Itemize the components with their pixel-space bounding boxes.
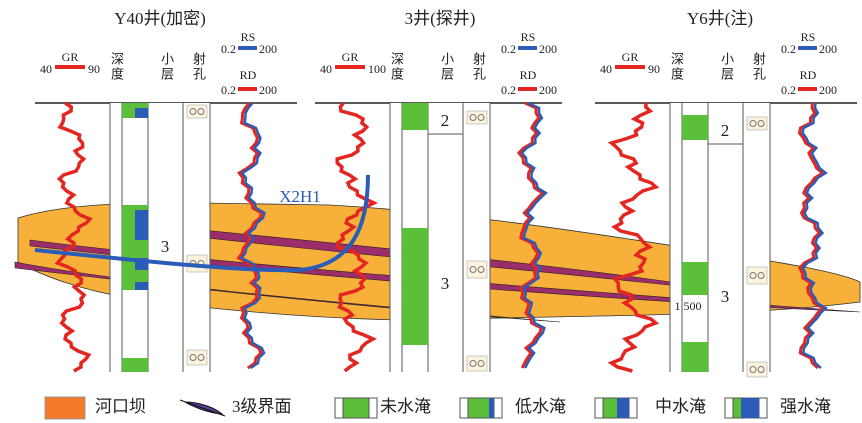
depth-label: 深度 <box>109 52 124 82</box>
layer-number: 3 <box>161 237 170 256</box>
rs-min: 0.2 <box>781 42 796 56</box>
legend-label: 河口坝 <box>95 397 146 416</box>
legend-label: 低水淹 <box>515 397 566 416</box>
flood-bar <box>122 358 148 372</box>
layer-number: 2 <box>721 121 730 140</box>
gr-min: 40 <box>600 62 612 76</box>
rd-min: 0.2 <box>781 83 796 97</box>
legend-label: 3级界面 <box>232 397 292 416</box>
depth-mark: 1 500 <box>675 299 702 313</box>
rd-label: RD <box>800 68 817 82</box>
gr-max: 90 <box>648 62 660 76</box>
flood-bar <box>402 103 428 130</box>
legend-swatch <box>343 398 369 418</box>
rd-max: 200 <box>259 83 277 97</box>
rs-label: RS <box>801 30 816 44</box>
layer-label: 小层 <box>159 52 174 82</box>
legend-swatch <box>45 397 85 419</box>
well-path-label: X2H1 <box>279 187 321 206</box>
layer-number: 3 <box>721 287 730 306</box>
layer-label: 小层 <box>719 52 734 82</box>
rd-min: 0.2 <box>221 83 236 97</box>
gr-label: GR <box>62 50 79 64</box>
perforation-label: 射孔 <box>191 51 206 82</box>
well-title: Y40井(加密) <box>114 9 206 28</box>
gr-max: 100 <box>368 62 386 76</box>
legend-label: 强水淹 <box>780 397 831 416</box>
legend-swatch <box>617 398 629 418</box>
legend-label: 中水淹 <box>655 397 706 416</box>
gr-max: 90 <box>88 62 100 76</box>
gr-label: GR <box>342 50 359 64</box>
perforation-fill <box>185 105 207 372</box>
well-title: Y6井(注) <box>687 9 753 28</box>
rd-min: 0.2 <box>501 83 516 97</box>
rs-min: 0.2 <box>221 42 236 56</box>
flood-bar <box>682 342 708 372</box>
flood-bar <box>402 228 428 345</box>
layer-number: 3 <box>441 274 450 293</box>
rs-max: 200 <box>259 42 277 56</box>
legend-swatch <box>180 400 225 416</box>
gr-label: GR <box>622 50 639 64</box>
rd-label: RD <box>520 68 537 82</box>
perforation-fill <box>465 105 487 372</box>
flood-bar <box>135 210 148 240</box>
rs-label: RS <box>521 30 536 44</box>
rs-min: 0.2 <box>501 42 516 56</box>
flood-bar <box>682 262 708 295</box>
gr-min: 40 <box>40 62 52 76</box>
flood-bar <box>135 108 148 118</box>
perforation-label: 射孔 <box>471 51 486 82</box>
legend-label: 未水淹 <box>380 397 431 416</box>
rs-max: 200 <box>539 42 557 56</box>
perforation-fill <box>745 105 767 372</box>
depth-label: 深度 <box>389 52 404 82</box>
rs-max: 200 <box>819 42 837 56</box>
perforation-label: 射孔 <box>751 51 766 82</box>
layer-number: 2 <box>441 111 450 130</box>
rd-label: RD <box>240 68 257 82</box>
layer-label: 小层 <box>439 52 454 82</box>
rd-max: 200 <box>539 83 557 97</box>
legend-swatch <box>741 398 759 418</box>
gr-min: 40 <box>320 62 332 76</box>
flood-bar <box>135 282 148 290</box>
flood-bar <box>682 115 708 140</box>
rd-max: 200 <box>819 83 837 97</box>
gr-curve <box>611 103 655 371</box>
depth-label: 深度 <box>669 52 684 82</box>
cross-section: Y40井(加密)GR4090深度小层射孔RS0.2200RD0.220033井(… <box>0 0 862 423</box>
well-title: 3井(探井) <box>405 9 476 28</box>
rs-label: RS <box>241 30 256 44</box>
legend-swatch <box>489 398 494 418</box>
